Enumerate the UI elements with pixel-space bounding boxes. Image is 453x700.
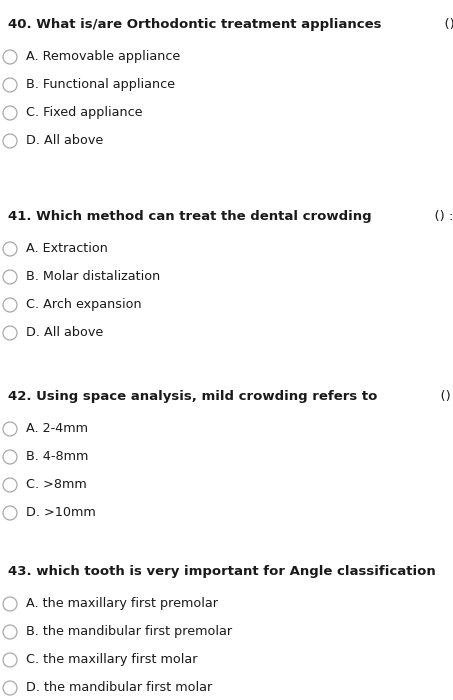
Text: A. 2-4mm: A. 2-4mm [26,422,88,435]
Circle shape [3,50,17,64]
Circle shape [3,134,17,148]
Text: A. Extraction: A. Extraction [26,242,108,255]
Circle shape [3,506,17,520]
Text: D. the mandibular first molar: D. the mandibular first molar [26,681,212,694]
Circle shape [3,478,17,492]
Circle shape [3,422,17,436]
Circle shape [3,298,17,312]
Text: () :: () : [426,210,453,223]
Text: C. the maxillary first molar: C. the maxillary first molar [26,653,198,666]
Text: B. 4-8mm: B. 4-8mm [26,450,88,463]
Text: A. Removable appliance: A. Removable appliance [26,50,180,63]
Text: C. Fixed appliance: C. Fixed appliance [26,106,143,119]
Text: A. the maxillary first premolar: A. the maxillary first premolar [26,597,218,610]
Circle shape [3,450,17,464]
Text: D. >10mm: D. >10mm [26,506,96,519]
Text: 43. which tooth is very important for Angle classification: 43. which tooth is very important for An… [8,565,436,578]
Circle shape [3,681,17,695]
Circle shape [3,242,17,256]
Text: B. Functional appliance: B. Functional appliance [26,78,175,91]
Text: 40. What is/are Orthodontic treatment appliances: 40. What is/are Orthodontic treatment ap… [8,18,381,31]
Text: C. >8mm: C. >8mm [26,478,87,491]
Text: 41. Which method can treat the dental crowding: 41. Which method can treat the dental cr… [8,210,371,223]
Circle shape [3,326,17,340]
Text: () :: () : [436,18,453,31]
Text: () :: () : [432,390,453,403]
Circle shape [3,78,17,92]
Text: D. All above: D. All above [26,134,103,147]
Circle shape [3,597,17,611]
Circle shape [3,270,17,284]
Text: D. All above: D. All above [26,326,103,339]
Text: C. Arch expansion: C. Arch expansion [26,298,142,311]
Text: B. the mandibular first premolar: B. the mandibular first premolar [26,625,232,638]
Text: 42. Using space analysis, mild crowding refers to: 42. Using space analysis, mild crowding … [8,390,377,403]
Circle shape [3,106,17,120]
Text: B. Molar distalization: B. Molar distalization [26,270,160,283]
Circle shape [3,625,17,639]
Circle shape [3,653,17,667]
